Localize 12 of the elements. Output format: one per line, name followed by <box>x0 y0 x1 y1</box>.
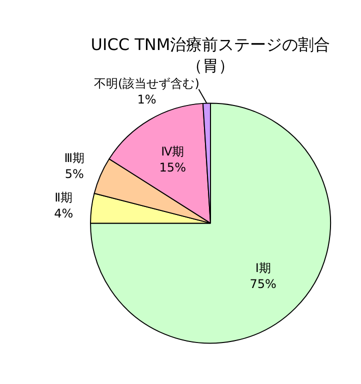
data-label: 15% <box>159 160 186 174</box>
slice-label: Ⅲ期 <box>64 151 84 166</box>
chart-title: UICC TNM治療前ステージの割合 <box>90 34 330 54</box>
chart-subtitle: （胃） <box>186 56 234 75</box>
data-label: 75% <box>250 276 276 291</box>
data-label: 1% <box>137 92 156 106</box>
slice-label: Ⅳ期 <box>161 144 184 158</box>
data-label: 5% <box>64 167 84 182</box>
slice-label: Ⅰ期 <box>255 260 271 275</box>
data-label: 4% <box>54 206 74 220</box>
slice-label: 不明(該当せず含む) <box>94 76 200 90</box>
slice-label: Ⅱ期 <box>54 190 73 204</box>
